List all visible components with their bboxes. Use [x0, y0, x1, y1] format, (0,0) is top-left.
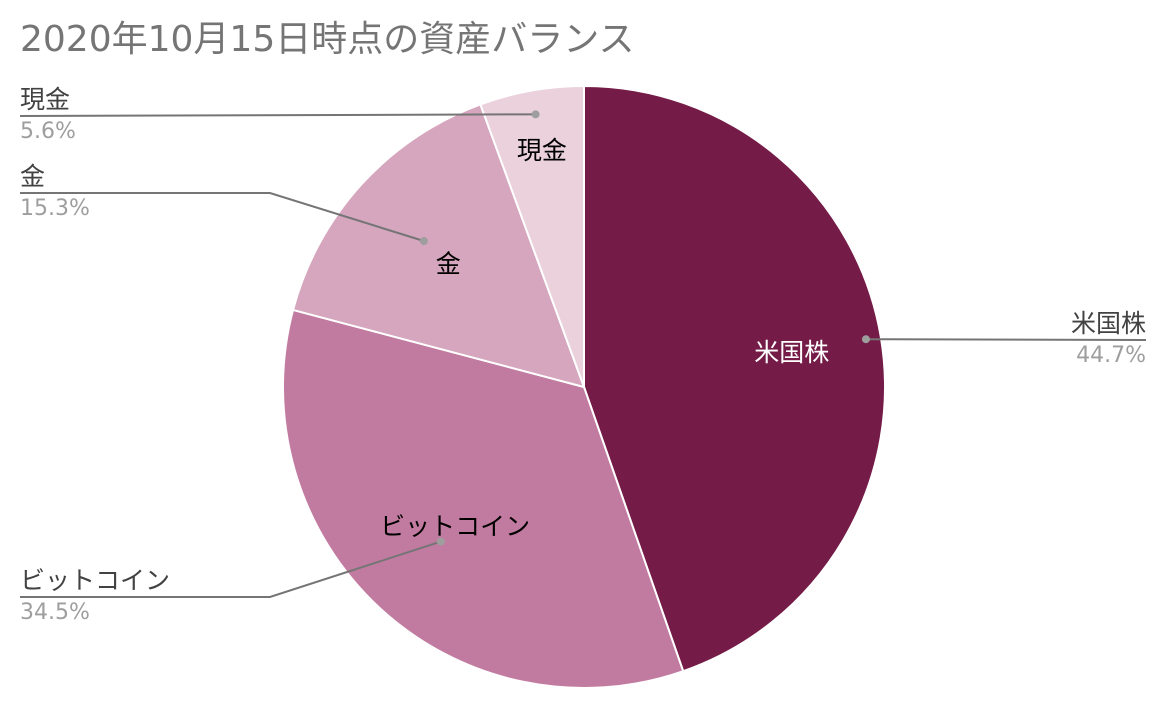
callout-label-cash: 現金	[20, 85, 70, 114]
slice-inner-label-bitcoin: ビットコイン	[380, 512, 530, 541]
pie-slice-cash	[479, 84, 585, 388]
slice-inner-label-cash: 現金	[517, 136, 567, 165]
callout-line-cash	[19, 113, 536, 117]
callout-line-bitcoin	[20, 540, 442, 598]
callout-percent-bitcoin: 34.5%	[20, 600, 90, 625]
callout-line-us-stock	[865, 338, 1147, 341]
pie-slice-gold	[291, 103, 586, 389]
callout-label-us-stock: 米国株	[1071, 309, 1146, 338]
callout-dot-bitcoin	[436, 537, 445, 546]
callout-label-bitcoin: ビットコイン	[20, 566, 170, 595]
callout-label-gold: 金	[20, 162, 45, 191]
pie-slice-us-stock	[583, 84, 886, 673]
callout-dot-cash	[531, 110, 540, 119]
callout-percent-gold: 15.3%	[20, 196, 90, 221]
callout-line-gold	[20, 192, 425, 242]
callout-percent-us-stock: 44.7%	[1076, 343, 1146, 368]
callout-percent-cash: 5.6%	[20, 119, 76, 144]
callout-dot-gold	[419, 237, 428, 246]
callout-dot-us-stock	[861, 335, 870, 344]
chart-title: 2020年10月15日時点の資産バランス	[20, 19, 635, 60]
pie-slice-bitcoin	[282, 308, 685, 689]
slice-inner-label-us-stock: 米国株	[754, 338, 829, 367]
slice-inner-label-gold: 金	[436, 249, 461, 278]
